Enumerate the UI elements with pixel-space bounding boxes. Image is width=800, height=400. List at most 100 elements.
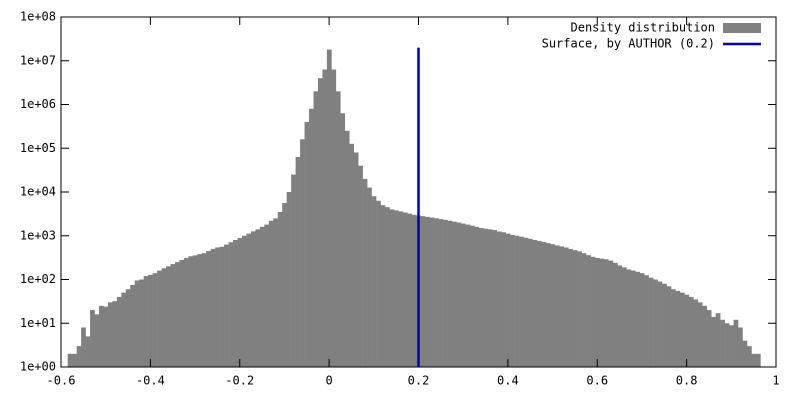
bar	[85, 336, 91, 367]
bar	[300, 139, 305, 367]
bar	[157, 270, 162, 367]
x-tick-label: 0.4	[497, 374, 519, 388]
bar	[751, 353, 757, 367]
bar	[523, 237, 529, 367]
bar	[724, 323, 730, 367]
bar	[130, 284, 136, 367]
bar	[304, 121, 310, 367]
y-tick-label: 1e+00	[20, 360, 56, 374]
bar	[434, 218, 439, 367]
bar	[322, 69, 328, 367]
bar	[644, 275, 649, 367]
bar	[201, 253, 207, 367]
bar	[94, 314, 100, 367]
bar	[255, 229, 261, 367]
bar	[282, 203, 287, 367]
bar	[635, 271, 641, 367]
bar	[510, 234, 515, 367]
bar	[411, 214, 417, 367]
bar	[291, 174, 296, 367]
y-tick-label: 1e+01	[20, 316, 56, 330]
bar	[107, 302, 113, 367]
bar	[487, 229, 493, 367]
bar	[670, 289, 676, 367]
bar	[228, 242, 234, 367]
bar	[554, 245, 560, 367]
bar	[170, 264, 176, 367]
bar	[389, 209, 395, 367]
bar	[277, 211, 283, 367]
bar	[367, 187, 372, 367]
bar	[572, 250, 578, 367]
bar	[581, 253, 587, 367]
bar	[174, 262, 180, 367]
bar	[273, 218, 279, 367]
bar	[148, 274, 153, 367]
bar	[465, 224, 471, 367]
bar	[720, 319, 725, 367]
bar	[340, 113, 346, 367]
bar	[353, 152, 359, 367]
bar	[595, 258, 600, 367]
bar	[264, 224, 270, 367]
bar	[246, 233, 252, 367]
bar	[469, 225, 475, 367]
bar	[532, 239, 538, 367]
bar	[559, 246, 565, 367]
bar	[179, 259, 185, 367]
legend-swatch	[723, 23, 761, 33]
bar	[358, 165, 363, 367]
x-tick-label: -0.2	[225, 374, 254, 388]
bar	[639, 273, 645, 367]
bar	[626, 269, 632, 367]
x-tick-label: 0.6	[586, 374, 608, 388]
bar	[237, 237, 243, 367]
bar	[183, 258, 189, 367]
bar	[139, 279, 144, 367]
bar	[617, 265, 623, 367]
bar	[527, 238, 533, 367]
bar	[648, 277, 654, 367]
bar	[90, 310, 95, 367]
bar	[742, 340, 748, 367]
bar	[67, 353, 73, 367]
bar	[112, 301, 118, 367]
bar	[241, 235, 247, 367]
bar	[420, 216, 426, 367]
y-tick-label: 1e+03	[20, 228, 56, 242]
bar	[550, 244, 556, 367]
bar	[81, 327, 86, 367]
bar	[688, 296, 694, 367]
bar	[393, 210, 399, 367]
bar	[501, 232, 506, 367]
bar	[295, 157, 301, 367]
bar	[188, 256, 194, 367]
bar	[134, 280, 140, 367]
bar	[679, 292, 685, 367]
bar	[746, 346, 752, 367]
bar	[590, 256, 596, 367]
bar	[98, 305, 104, 367]
x-tick-label: 0.2	[408, 374, 430, 388]
bar	[684, 294, 690, 367]
bar	[429, 217, 435, 367]
bar	[103, 306, 109, 367]
x-tick-label: -0.6	[47, 374, 76, 388]
bar	[326, 49, 332, 368]
bar	[460, 223, 466, 367]
bar	[166, 266, 171, 367]
y-tick-label: 1e+04	[20, 185, 56, 199]
bar	[599, 258, 605, 367]
bar	[309, 108, 314, 368]
bar	[259, 226, 265, 367]
bar	[666, 286, 672, 367]
bar	[121, 292, 127, 367]
bar	[425, 216, 430, 367]
bar	[344, 130, 350, 367]
bar	[438, 219, 444, 367]
bar	[76, 346, 82, 367]
bar	[755, 353, 761, 367]
bar	[519, 236, 524, 367]
